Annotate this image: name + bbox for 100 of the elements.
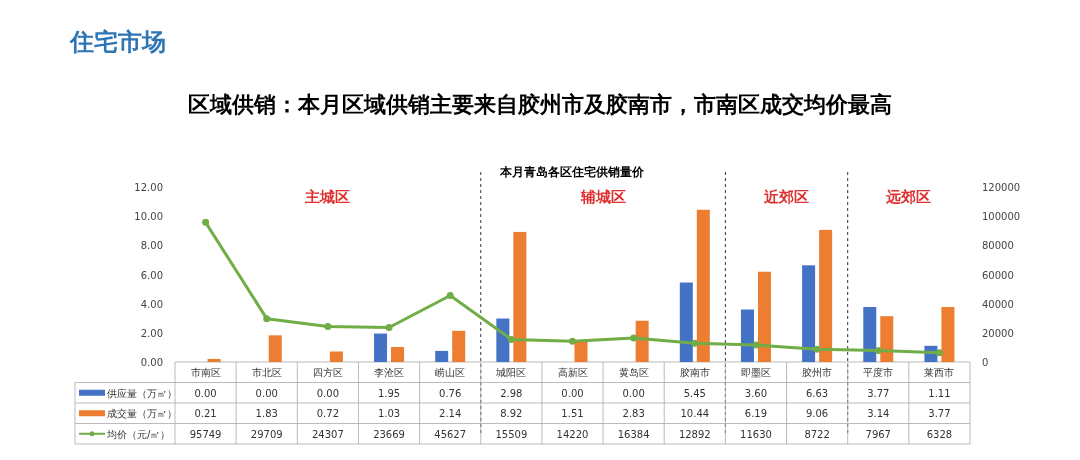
y-tick-label: 12.00 (134, 182, 163, 193)
data-label: 3.77 (928, 408, 951, 420)
data-label: 6328 (926, 428, 953, 440)
data-label: 2.14 (439, 408, 462, 420)
x-tick-label: 胶州市 (802, 367, 833, 378)
point (874, 346, 882, 354)
chart-title: 区域供销：本月区域供销主要来自胶州市及胶南市，市南区成交均价最高 (188, 92, 892, 117)
bar (329, 351, 343, 362)
bar (696, 209, 710, 362)
point (202, 218, 210, 226)
data-label: 12892 (678, 428, 711, 440)
x-tick-label: 黄岛区 (618, 367, 649, 378)
bar (679, 282, 693, 362)
data-label: 45627 (434, 428, 467, 440)
data-label: 1.95 (377, 387, 401, 399)
data-label: 2.83 (622, 408, 645, 420)
y-tick-label: 2.00 (140, 327, 163, 339)
data-label: 1.83 (255, 408, 278, 420)
annotation: 近郊区 (763, 188, 810, 206)
data-label: 9.06 (805, 408, 829, 420)
legend-label: 供应量（万㎡） (107, 387, 177, 399)
annotation: 辅城区 (579, 188, 626, 206)
data-label: 1.11 (928, 387, 951, 399)
x-tick-label: 李沧区 (374, 367, 405, 378)
y-tick-label: 8.00 (140, 240, 163, 252)
data-label: 0.00 (255, 387, 278, 399)
data-label: 3.60 (744, 387, 768, 399)
bar (880, 316, 894, 362)
point (752, 341, 760, 349)
bar (941, 307, 955, 362)
data-label: 1.51 (561, 408, 584, 420)
bar (374, 333, 388, 362)
y2-tick-label: 0 (982, 357, 989, 368)
data-label: 6.19 (744, 408, 768, 420)
chart-subtitle: 本月青岛各区住宅供销量价 (499, 165, 645, 179)
bar (268, 335, 282, 362)
y-tick-label: 0.00 (140, 357, 163, 368)
x-tick-label: 高新区 (557, 367, 588, 378)
data-label: 8.92 (500, 408, 523, 420)
bar (574, 339, 588, 362)
legend-label: 均价（元/㎡） (106, 428, 171, 440)
y2-tick-label: 80000 (982, 240, 1014, 252)
bar (207, 358, 221, 362)
data-label: 3.77 (867, 387, 890, 399)
y-tick-label: 6.00 (140, 269, 163, 281)
data-label: 23669 (373, 428, 405, 440)
point (263, 315, 271, 323)
x-tick-label: 市南区 (190, 367, 221, 378)
data-label: 10.44 (680, 408, 710, 420)
y2-tick-label: 20000 (982, 327, 1014, 339)
y2-tick-label: 40000 (982, 298, 1014, 310)
data-label: 6.63 (805, 387, 829, 399)
y-tick-label: 10.00 (134, 211, 163, 223)
point (569, 337, 576, 345)
data-label: 11630 (740, 428, 772, 440)
bar (496, 318, 510, 362)
x-tick-label: 莱西市 (924, 367, 955, 378)
data-label: 16384 (617, 428, 650, 440)
y2-tick-label: 120000 (982, 182, 1021, 193)
point (630, 334, 638, 342)
annotation: 主城区 (304, 188, 351, 206)
data-label: 95749 (189, 428, 222, 440)
bar (435, 350, 449, 362)
text: 住宅市场 (69, 28, 166, 56)
data-label: 0.72 (316, 408, 340, 420)
bar (391, 346, 405, 362)
bar (757, 271, 771, 362)
data-label: 7967 (865, 428, 891, 440)
data-label: 0.00 (561, 387, 584, 399)
bar (513, 231, 527, 362)
point (813, 345, 821, 353)
data-label: 0.76 (439, 387, 462, 399)
point (446, 291, 454, 299)
data-label: 1.03 (377, 408, 401, 420)
data-label: 8722 (804, 428, 830, 440)
data-label: 0.00 (316, 387, 340, 399)
data-label: 15509 (495, 428, 528, 440)
data-label: 0.00 (622, 387, 645, 399)
y-tick-label: 4.00 (140, 298, 163, 310)
data-label: 0.21 (194, 408, 217, 420)
bar (635, 320, 649, 362)
point (385, 323, 393, 331)
data-label: 5.45 (683, 387, 706, 399)
y2-tick-label: 60000 (982, 269, 1014, 281)
bar (819, 229, 833, 362)
data-label: 3.14 (867, 408, 890, 420)
x-tick-label: 平度市 (863, 367, 894, 378)
data-label: 2.98 (500, 387, 523, 399)
x-tick-label: 胶南市 (679, 367, 710, 378)
point (935, 349, 943, 357)
bar (863, 307, 877, 362)
annotation: 远郊区 (885, 188, 932, 206)
x-tick-label: 市北区 (251, 367, 282, 378)
data-label: 14220 (556, 428, 589, 440)
x-tick-label: 即墨区 (740, 367, 771, 378)
x-tick-label: 四方区 (312, 367, 343, 378)
y2-tick-label: 100000 (982, 211, 1021, 223)
point (691, 339, 699, 347)
x-tick-label: 崂山区 (435, 367, 466, 378)
data-label: 24307 (311, 428, 344, 440)
